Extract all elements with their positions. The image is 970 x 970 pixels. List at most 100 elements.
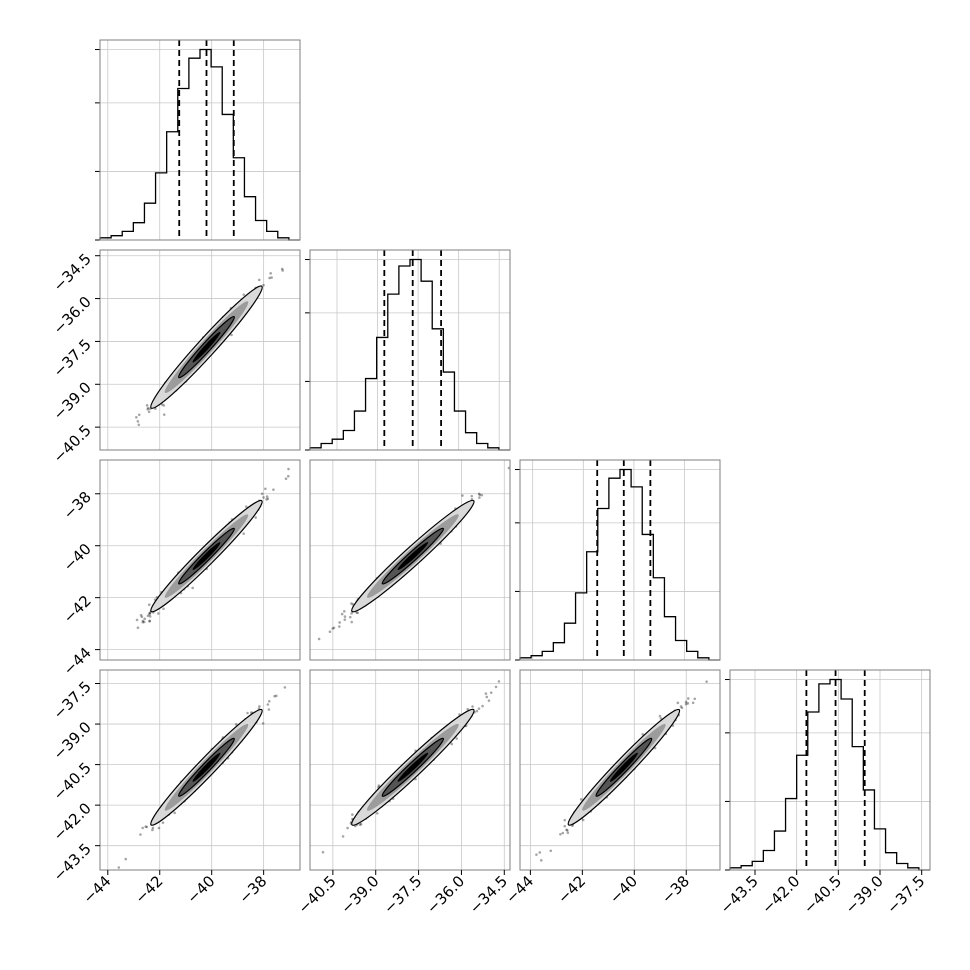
histogram-2: [519, 468, 720, 661]
panel-2-0: −44 −42 −40 −38: [60, 459, 301, 679]
sample-point: [258, 705, 261, 708]
panel-frame: [309, 249, 511, 451]
ytick-label-2-1: −42: [60, 592, 95, 627]
sample-point: [148, 619, 151, 623]
sample-point: [341, 835, 345, 838]
xtick-label-1-1: −39.0: [337, 872, 382, 917]
sample-point: [161, 821, 165, 824]
sample-point: [317, 637, 321, 641]
sample-point: [563, 824, 567, 828]
sample-point: [477, 707, 481, 710]
contour-level-3: [609, 752, 638, 782]
sample-point: [148, 612, 151, 616]
sample-point: [377, 784, 381, 787]
sample-point: [140, 615, 144, 619]
sample-point: [117, 866, 121, 869]
sample-point: [147, 603, 151, 607]
sample-point: [142, 620, 146, 624]
sample-point: [261, 722, 265, 725]
ytick-label-3-0: −43.5: [50, 840, 95, 885]
xtick-label-3-2: −40.5: [800, 872, 845, 917]
sample-point: [137, 423, 141, 427]
histogram-3: [729, 678, 930, 871]
sample-point: [262, 496, 265, 499]
ytick-label-3-1: −42.0: [50, 799, 95, 844]
sample-point: [136, 626, 140, 630]
ytick-label-1-3: −36.0: [50, 293, 95, 338]
sample-point: [350, 612, 353, 615]
sample-point: [461, 494, 464, 497]
sample-point: [332, 626, 336, 630]
sample-point: [246, 711, 249, 715]
sample-point: [275, 694, 278, 698]
sample-point: [287, 467, 290, 471]
sample-point: [475, 709, 479, 713]
sample-point: [346, 826, 349, 830]
sample-point: [257, 278, 261, 282]
xtick-label-2-1: −42: [554, 872, 589, 907]
sample-point: [559, 832, 562, 836]
sample-point: [146, 614, 150, 618]
sample-point: [343, 615, 347, 618]
sample-point: [141, 826, 144, 830]
panel-frame: [519, 669, 721, 871]
sample-point: [321, 850, 325, 854]
sample-point: [693, 697, 697, 701]
contour-level-3: [192, 542, 221, 571]
sample-point: [549, 849, 553, 853]
sample-point: [144, 825, 148, 828]
sample-point: [265, 495, 269, 498]
xtick-label-2-0: −44: [502, 872, 537, 907]
sample-point: [566, 831, 570, 835]
sample-point: [538, 851, 542, 854]
panel-frame: [99, 249, 301, 451]
xtick-label-2-3: −38: [658, 872, 693, 907]
sample-point: [350, 620, 354, 624]
panel-frame: [309, 669, 511, 871]
ytick-label-1-2: −37.5: [50, 336, 95, 381]
sample-point: [579, 798, 583, 801]
panel-2-1: [309, 459, 511, 661]
xtick-label-0-3: −38: [235, 872, 270, 907]
xtick-label-3-3: −39.0: [842, 872, 887, 917]
sample-point: [450, 742, 454, 746]
panel-2-2: [515, 459, 721, 661]
sample-point: [265, 498, 268, 501]
sample-point: [342, 609, 346, 613]
sample-point: [485, 695, 489, 699]
sample-point: [151, 828, 154, 832]
xtick-label-3-0: −43.5: [717, 872, 762, 917]
sample-point: [157, 612, 160, 615]
sample-point: [137, 413, 141, 417]
contour-level-3: [397, 752, 429, 782]
sample-point: [494, 685, 498, 689]
panel-frame: [519, 459, 721, 661]
sample-point: [466, 707, 470, 711]
histogram-0: [99, 48, 300, 241]
sample-point: [145, 825, 149, 829]
sample-point: [471, 705, 474, 708]
contour-level-3: [192, 331, 221, 363]
panel-1-1: [305, 249, 511, 451]
sample-point: [162, 607, 165, 611]
panel-frame: [309, 459, 511, 661]
histogram-1: [309, 258, 510, 451]
sample-point: [350, 602, 353, 605]
sample-point: [375, 811, 379, 815]
sample-point: [497, 680, 501, 683]
sample-point: [478, 493, 482, 497]
sample-point: [145, 404, 149, 407]
sample-point: [148, 615, 152, 618]
xtick-label-2-2: −40: [606, 872, 641, 907]
ytick-label-1-4: −34.5: [50, 250, 95, 295]
sample-point: [262, 283, 265, 287]
sample-point: [242, 293, 246, 296]
contour-level-3: [192, 752, 221, 782]
ytick-label-3-3: −39.0: [50, 718, 95, 763]
sample-point: [658, 714, 662, 718]
sample-point: [356, 611, 359, 615]
sample-point: [266, 497, 270, 501]
sample-point: [141, 620, 145, 624]
sample-point: [139, 833, 142, 836]
sample-point: [162, 413, 166, 416]
